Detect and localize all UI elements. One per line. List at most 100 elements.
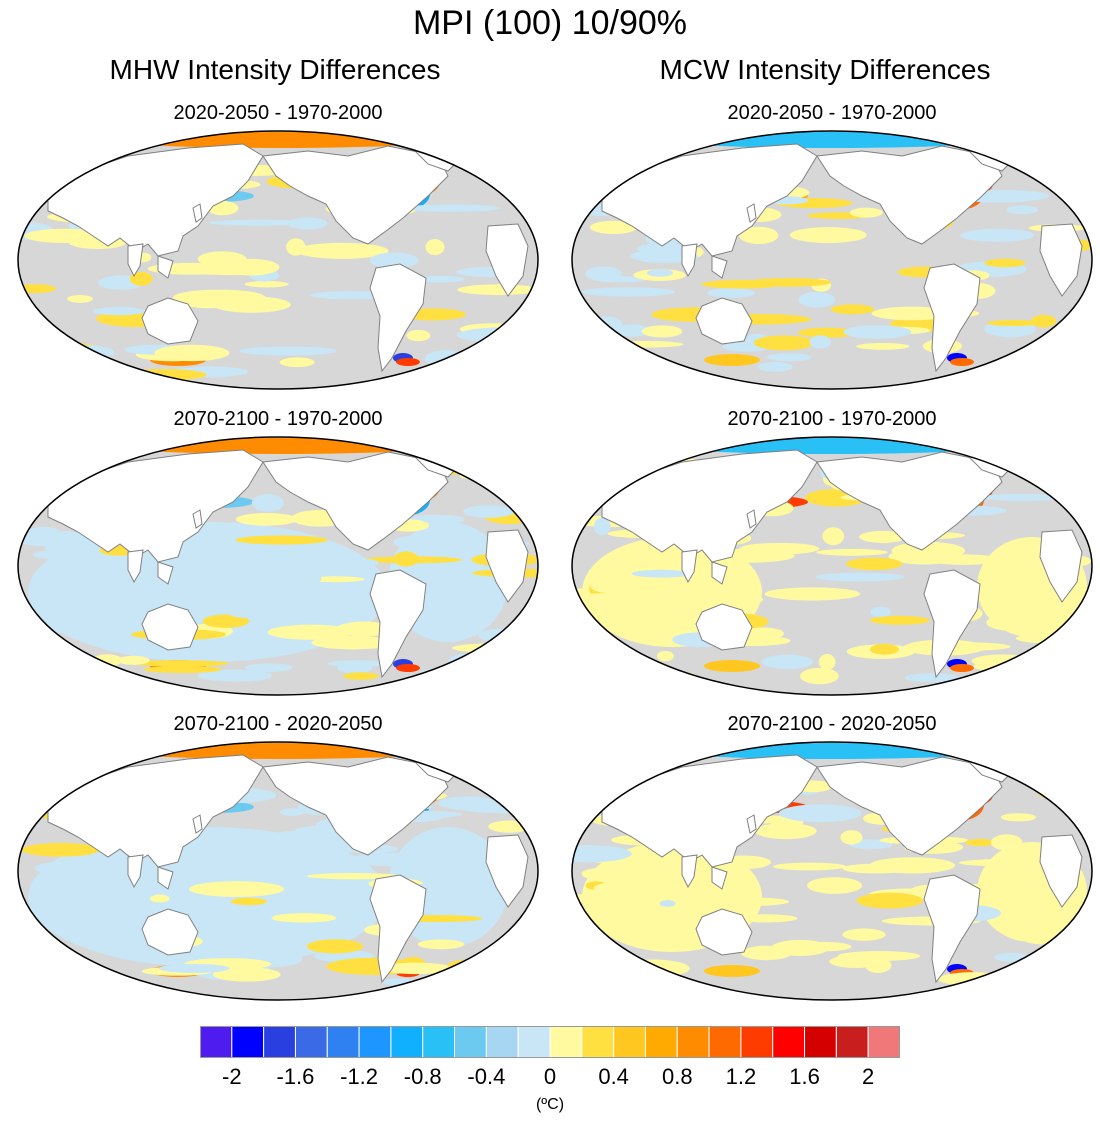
figure-title: MPI (100) 10/90% — [412, 4, 688, 42]
land-australia — [695, 908, 753, 956]
anomaly-patch — [572, 652, 617, 670]
land-southamerica — [369, 263, 427, 373]
anomaly-patch — [154, 344, 230, 362]
land-seasia — [711, 255, 728, 279]
panel-title: 2070-2100 - 2020-2050 — [173, 713, 383, 735]
land-eurasia — [47, 754, 264, 868]
anomaly-patch — [869, 643, 899, 655]
anomaly-patch — [461, 358, 484, 369]
anomaly-patch — [342, 672, 379, 680]
anomaly-patch — [396, 358, 420, 366]
anomaly-patch — [452, 643, 526, 653]
anomaly-patch — [595, 607, 662, 624]
anomaly-patch — [267, 624, 355, 640]
land-africa — [485, 223, 529, 297]
anomaly-patch — [965, 838, 996, 847]
panel-title: 2020-2050 - 1970-2000 — [727, 102, 937, 124]
anomaly-patch — [704, 660, 760, 672]
colorbar-swatch — [772, 1026, 806, 1058]
map-panel-mcw-2020-2050: 2020-2050 - 1970-2000 — [562, 102, 1100, 402]
anomaly-patch — [287, 217, 328, 230]
anomaly-patch — [640, 965, 665, 977]
land-india — [681, 854, 698, 889]
anomaly-patch — [608, 469, 637, 482]
anomaly-patch — [593, 880, 685, 897]
colorbar-swatch — [835, 1026, 869, 1058]
anomaly-patch — [71, 898, 136, 906]
anomaly-patch — [869, 615, 930, 625]
anomaly-patch — [701, 279, 783, 289]
anomaly-patch — [295, 242, 389, 259]
map-border — [571, 741, 1093, 1001]
land-northamerica — [816, 451, 1003, 551]
colorbar-swatch — [867, 1026, 900, 1058]
anomaly-patch — [237, 552, 278, 564]
mcw-column-title: MCW Intensity Differences — [659, 54, 991, 85]
map-panel-mcw-2070-2100: 2070-2100 - 1970-2000 — [562, 408, 1100, 708]
anomaly-patch — [420, 666, 514, 679]
anomaly-patch — [244, 281, 289, 288]
anomaly-patch — [576, 593, 625, 606]
anomaly-patch — [311, 636, 396, 650]
colorbar-swatch — [326, 1026, 360, 1058]
map-panel-mhw-2020-2050: 2020-2050 - 1970-2000 — [8, 102, 548, 402]
anomaly-patch — [489, 982, 538, 990]
colorbar-tick-label: -0.8 — [403, 1064, 442, 1089]
anomaly-patch — [130, 660, 229, 667]
anomaly-patch — [400, 134, 440, 146]
land-japan — [746, 203, 757, 223]
panel-title: 2070-2100 - 2020-2050 — [727, 713, 937, 735]
anomaly-patch — [251, 494, 284, 512]
map-panel-mhw-end-vs-mid: 2070-2100 - 2020-2050 — [8, 713, 548, 1013]
anomaly-patch — [400, 371, 457, 381]
anomaly-patch — [28, 526, 60, 535]
anomaly-patch — [63, 362, 113, 371]
anomaly-patch — [778, 804, 862, 823]
anomaly-patch — [106, 439, 146, 449]
anomaly-patch — [188, 881, 285, 897]
anomaly-patch — [954, 440, 994, 452]
land-eurasia — [601, 754, 818, 868]
anomaly-patch — [659, 900, 676, 907]
map-panel-mhw-2070-2100: 2070-2100 - 1970-2000 — [8, 408, 548, 708]
anomaly-patch — [172, 289, 266, 306]
anomaly-patch — [994, 952, 1029, 962]
anomaly-patch — [986, 319, 1041, 327]
anomaly-patch — [718, 897, 790, 906]
anomaly-patch — [818, 653, 836, 670]
panel-title: 2020-2050 - 1970-2000 — [173, 102, 383, 124]
land-africa — [485, 529, 529, 603]
colorbar-swatch — [263, 1026, 296, 1058]
map-plot — [17, 130, 539, 390]
anomaly-patch — [50, 345, 115, 360]
anomaly-patch — [837, 950, 921, 962]
anomaly-patch — [380, 962, 452, 975]
land-india — [127, 243, 144, 278]
anomaly-patch — [704, 354, 760, 366]
land-eurasia — [47, 449, 264, 563]
colorbar-swatch — [454, 1026, 487, 1058]
anomaly-patch — [158, 963, 230, 973]
anomaly-patch — [742, 627, 785, 640]
panel-title: 2070-2100 - 1970-2000 — [727, 408, 937, 430]
anomaly-patch — [984, 972, 1029, 984]
anomaly-patch — [206, 852, 232, 862]
anomaly-patch — [660, 439, 700, 449]
anomaly-patch — [1001, 596, 1086, 608]
anomaly-patch — [1000, 813, 1037, 822]
anomaly-patch — [809, 335, 831, 349]
anomaly-patch — [928, 554, 1000, 565]
land-southamerica — [923, 263, 981, 373]
colorbar-swatch — [422, 1026, 456, 1058]
anomaly-patch — [149, 894, 170, 903]
colorbar-tick-label: -1.2 — [340, 1064, 379, 1089]
map-border — [571, 436, 1093, 696]
land-southamerica — [923, 874, 981, 984]
colorbar-swatch — [708, 1026, 742, 1058]
land-australia — [695, 297, 753, 345]
anomaly-patch — [704, 965, 760, 977]
anomaly-patch — [396, 664, 420, 672]
land-japan — [746, 814, 757, 834]
anomaly-patch — [289, 611, 343, 622]
anomaly-patch — [456, 327, 538, 343]
